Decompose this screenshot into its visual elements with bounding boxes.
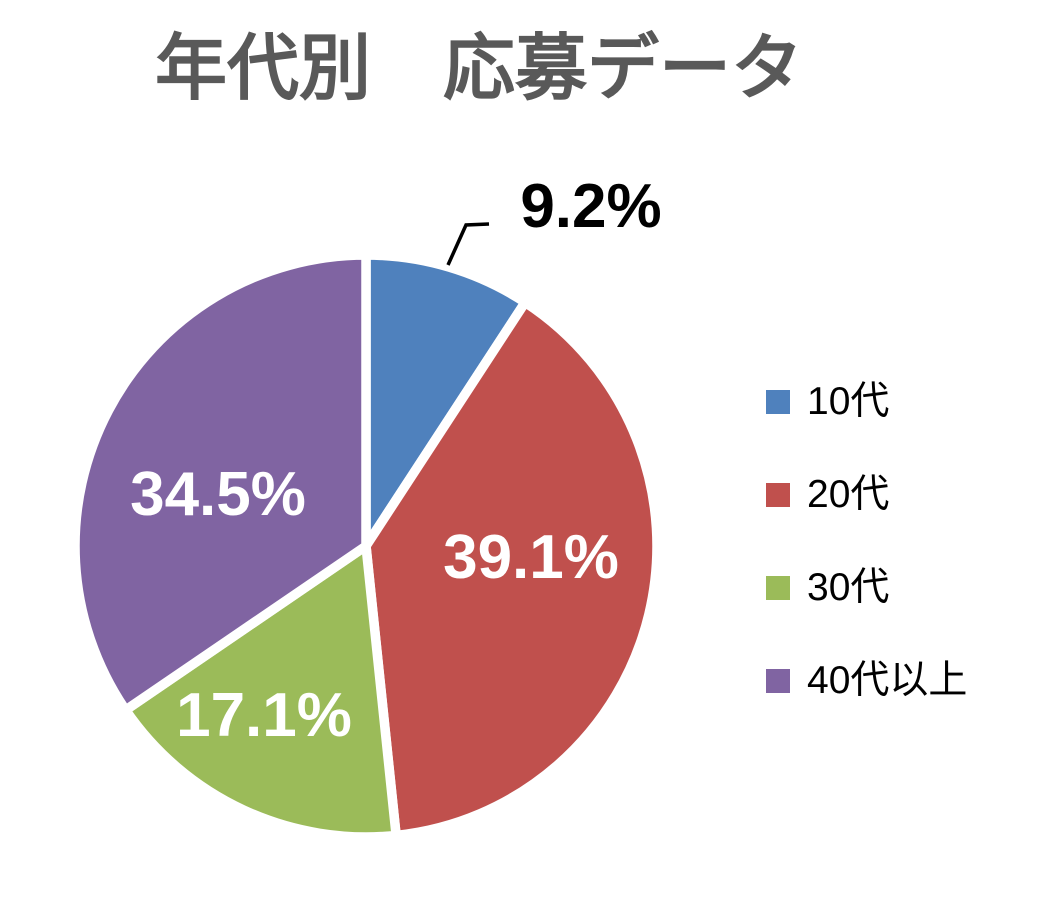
percent-label-3: 34.5% — [130, 460, 306, 529]
percent-label-1: 39.1% — [443, 523, 619, 592]
legend-label: 40代以上 — [807, 659, 968, 702]
legend-swatch-icon — [766, 668, 790, 693]
legend-item-3: 40代以上 — [766, 660, 967, 701]
pie-slice-0 — [361, 250, 532, 562]
legend-item-1: 20代 — [766, 474, 967, 515]
chart-title: 年代別 応募データ — [154, 29, 804, 109]
callout-leader-line — [446, 222, 490, 266]
chart-legend: 10代 20代 30代 40代以上 — [766, 381, 967, 701]
legend-swatch-icon — [766, 389, 790, 414]
pie-slice-1 — [361, 295, 662, 841]
pie-slice-2 — [119, 537, 402, 842]
legend-label: 30代 — [807, 566, 890, 609]
legend-swatch-icon — [766, 575, 790, 600]
legend-swatch-icon — [766, 482, 790, 507]
legend-label: 20代 — [807, 473, 890, 516]
legend-item-2: 30代 — [766, 567, 967, 608]
percent-label-2: 17.1% — [176, 681, 352, 750]
percent-label-0: 9.2% — [520, 172, 661, 241]
legend-item-0: 10代 — [766, 381, 967, 422]
pie-slice-3 — [70, 250, 371, 717]
legend-label: 10代 — [807, 380, 890, 423]
